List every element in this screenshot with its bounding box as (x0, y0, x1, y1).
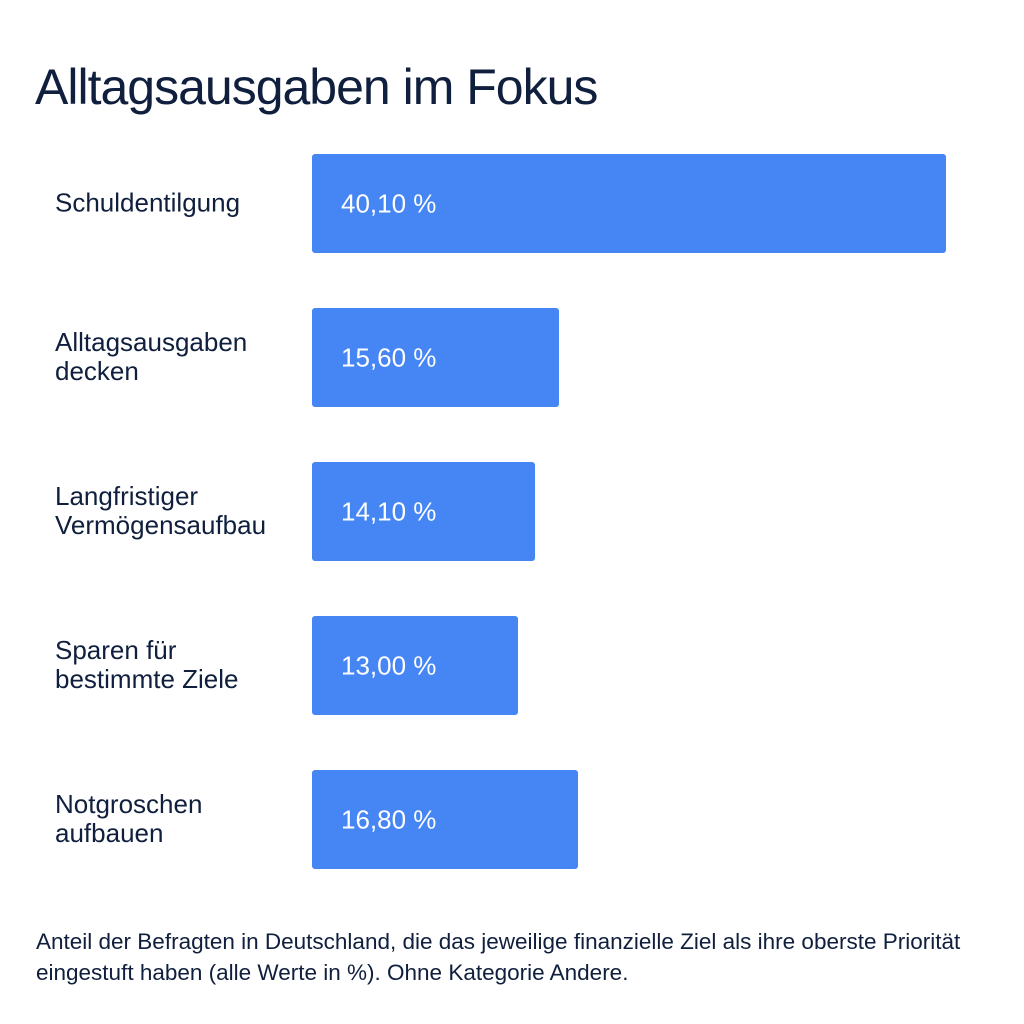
bar-1 (312, 308, 559, 407)
category-label-0: Schuldentilgung (55, 188, 240, 218)
chart-footnote: Anteil der Befragten in Deutschland, die… (36, 929, 961, 985)
category-label-4: Notgroschen aufbauen (55, 789, 202, 848)
category-label-line: Sparen für (55, 635, 177, 665)
category-label-line: bestimmte Ziele (55, 664, 239, 694)
bar-0 (312, 154, 946, 253)
chart-title: Alltagsausgaben im Fokus (35, 59, 598, 115)
category-label-3: Sparen für bestimmte Ziele (55, 635, 239, 694)
bar-value-label-4: 16,80 % (341, 805, 436, 835)
category-label-line: Schuldentilgung (55, 188, 240, 218)
bar-value-label-2: 14,10 % (341, 497, 436, 527)
category-label-line: Notgroschen (55, 789, 202, 819)
category-label-line: Vermögensaufbau (55, 510, 266, 540)
category-label-line: aufbauen (55, 818, 163, 848)
category-label-2: Langfristiger Vermögensaufbau (55, 481, 266, 540)
category-label-1: Alltagsausgaben decken (55, 327, 247, 386)
category-label-line: Langfristiger (55, 481, 198, 511)
bar-value-label-0: 40,10 % (341, 189, 436, 219)
bar-value-label-3: 13,00 % (341, 651, 436, 681)
bar-2 (312, 462, 535, 561)
bar-value-label-1: 15,60 % (341, 343, 436, 373)
category-label-line: decken (55, 356, 139, 386)
bar-3 (312, 616, 518, 715)
category-label-line: Alltagsausgaben (55, 327, 247, 357)
bar-4 (312, 770, 578, 869)
